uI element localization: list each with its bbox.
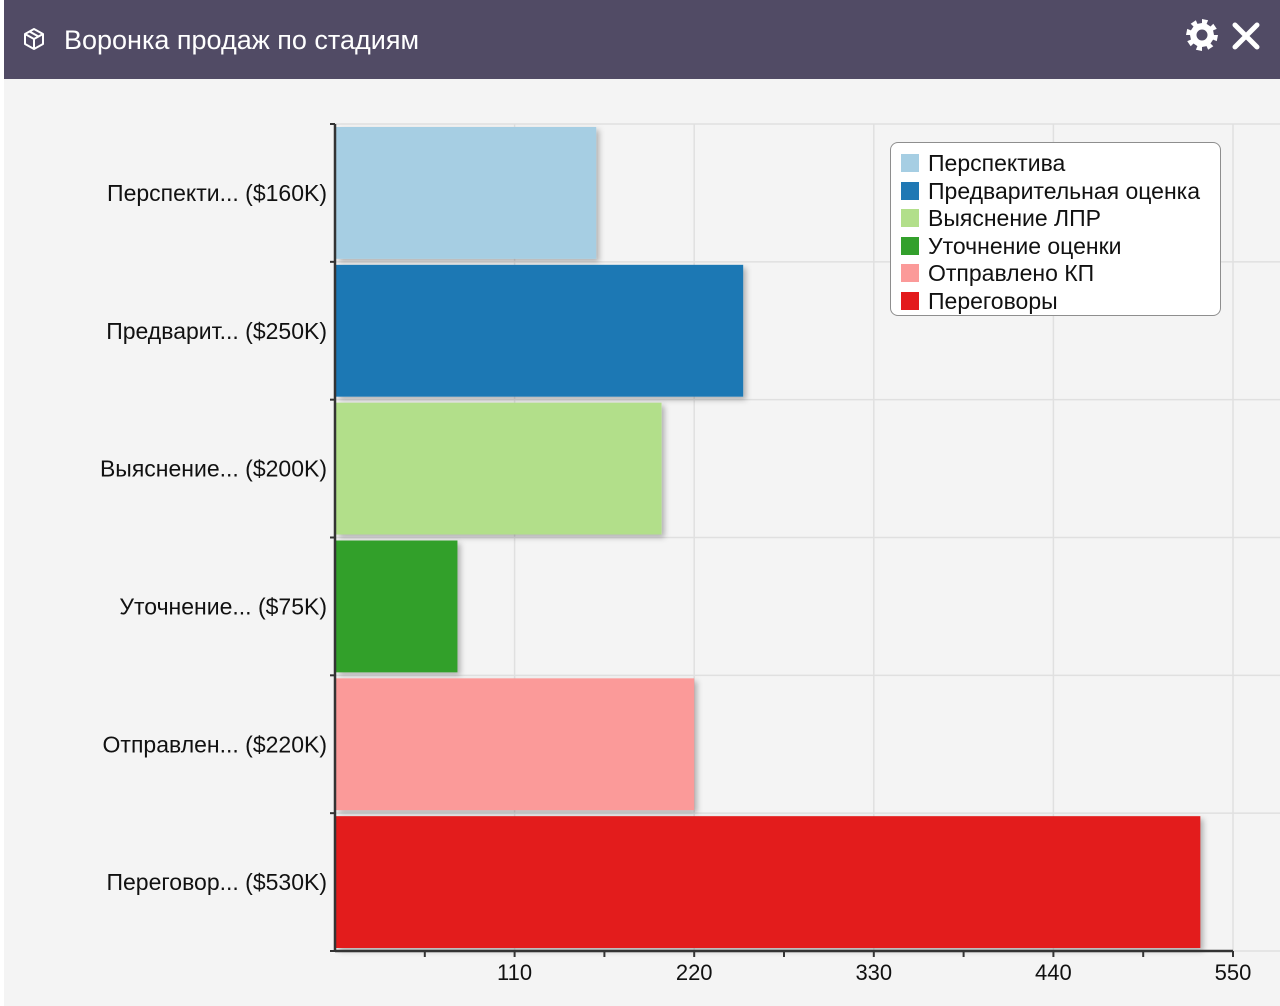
legend-label: Отправлено КП bbox=[928, 260, 1095, 286]
x-tick-label: 220 bbox=[676, 960, 713, 985]
bars bbox=[336, 127, 1201, 948]
title-bar: Воронка продаж по стадиям bbox=[4, 0, 1280, 79]
legend-swatch bbox=[901, 264, 919, 282]
legend-label: Предварительная оценка bbox=[928, 177, 1201, 204]
grid bbox=[335, 123, 1280, 952]
close-icon[interactable] bbox=[1230, 20, 1262, 52]
category-label: Отправлен... ($220K) bbox=[103, 731, 327, 757]
bar-chart: 110 220 330 440 550 Перспекти... ($160K) Предв… bbox=[100, 123, 1280, 985]
bar[interactable] bbox=[336, 402, 662, 535]
chart-legend: Перспектива Предварительная оценка Выяснен… bbox=[890, 142, 1221, 316]
category-label: Выяснение... ($200K) bbox=[100, 456, 327, 482]
x-tick-label: 110 bbox=[497, 960, 532, 985]
legend-swatch bbox=[901, 236, 919, 255]
bar[interactable] bbox=[336, 264, 744, 397]
bar[interactable] bbox=[336, 127, 597, 259]
category-label: Перспекти... ($160K) bbox=[107, 180, 327, 206]
chart-panel: Воронка продаж по стадиям 110 220 330 440 55… bbox=[4, 0, 1280, 1006]
legend-label: Уточнение оценки bbox=[928, 232, 1122, 259]
bar[interactable] bbox=[336, 678, 695, 811]
cube-icon bbox=[24, 28, 44, 50]
category-label: Переговор... ($530K) bbox=[106, 869, 327, 895]
bar[interactable] bbox=[336, 540, 458, 673]
window-title: Воронка продаж по стадиям bbox=[64, 25, 420, 55]
legend-swatch bbox=[901, 291, 919, 310]
category-label: Уточнение... ($75K) bbox=[119, 593, 327, 619]
x-tick-label: 550 bbox=[1215, 960, 1252, 985]
x-tick-label: 330 bbox=[855, 960, 892, 985]
legend-label: Выяснение ЛПР bbox=[928, 205, 1102, 231]
bar[interactable] bbox=[336, 816, 1201, 948]
legend-swatch bbox=[901, 154, 919, 172]
legend-label: Переговоры bbox=[928, 287, 1058, 314]
legend-swatch bbox=[901, 209, 919, 227]
legend-label: Перспектива bbox=[928, 150, 1066, 176]
legend-swatch bbox=[901, 181, 919, 200]
category-label: Предварит... ($250K) bbox=[106, 318, 327, 344]
x-tick-label: 440 bbox=[1035, 960, 1072, 985]
gear-icon[interactable] bbox=[1185, 18, 1219, 52]
